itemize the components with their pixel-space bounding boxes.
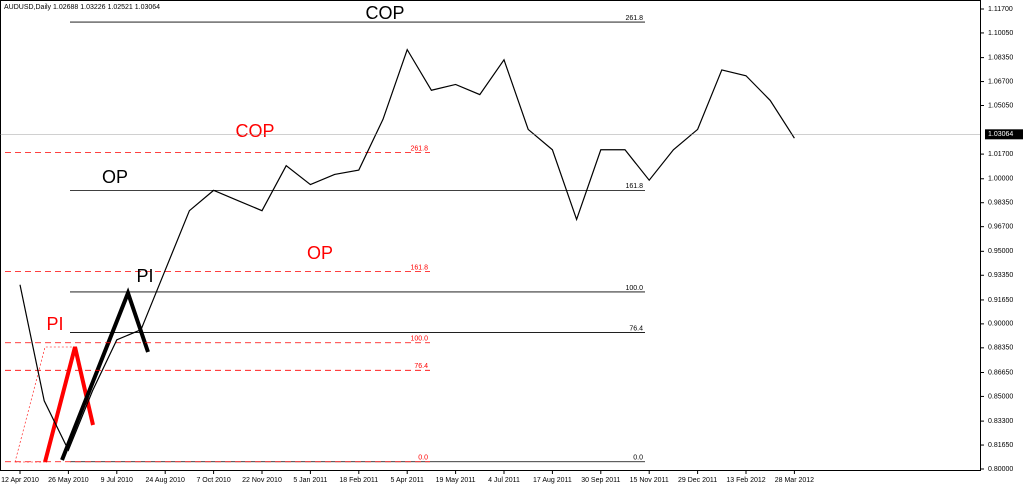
x-tick-label: 9 Jul 2010 — [101, 477, 133, 484]
x-tick-label: 22 Nov 2010 — [242, 477, 282, 484]
y-tick-label: 0.83300 — [988, 418, 1013, 425]
annotation: OP — [102, 167, 128, 187]
chart-title: AUDUSD,Daily 1.02688 1.03226 1.02521 1.0… — [4, 4, 160, 11]
y-tick-label: 1.06700 — [988, 78, 1013, 85]
price-line — [19, 48, 795, 452]
x-tick-label: 26 May 2010 — [48, 477, 89, 484]
y-tick-label: 0.96700 — [988, 224, 1013, 231]
x-tick-label: 5 Jan 2011 — [293, 477, 327, 484]
y-tick-label: 0.88350 — [988, 345, 1013, 352]
y-tick-label: 1.08350 — [988, 54, 1013, 61]
last-price-box — [985, 129, 1023, 140]
x-tick-label: 12 Apr 2010 — [1, 477, 39, 484]
y-tick-label: 0.80000 — [988, 466, 1013, 473]
y-tick-label: 0.93350 — [988, 272, 1013, 279]
y-tick-label: 0.98350 — [988, 200, 1013, 207]
x-tick-label: 24 Aug 2010 — [146, 477, 185, 484]
plot-frame — [0, 0, 981, 471]
x-tick-label: 19 May 2011 — [436, 477, 476, 484]
x-tick-label: 5 Apr 2011 — [391, 477, 424, 484]
y-tick-label: 0.91650 — [988, 297, 1013, 304]
x-tick-label: 17 Aug 2011 — [533, 477, 572, 484]
annotation: COP — [365, 3, 404, 23]
fib-label: 0.0 — [418, 455, 428, 462]
x-tick-label: 4 Jul 2011 — [488, 477, 520, 484]
y-tick-label: 0.86650 — [988, 369, 1013, 376]
fib-label: 261.8 — [410, 145, 428, 152]
x-tick-label: 29 Dec 2011 — [678, 477, 717, 484]
annotation: PI — [136, 266, 153, 286]
fib-label: 76.4 — [414, 363, 428, 370]
fib-label: 100.0 — [410, 336, 428, 343]
x-tick-label: 30 Sep 2011 — [581, 477, 620, 484]
fib-label: 261.8 — [625, 15, 643, 22]
fib-label: 76.4 — [629, 325, 643, 332]
y-tick-label: 1.01700 — [988, 151, 1013, 158]
annotation: COP — [235, 121, 274, 141]
y-tick-label: 1.00000 — [988, 176, 1013, 183]
y-tick-label: 1.11700 — [988, 6, 1013, 13]
fib-label: 100.0 — [625, 285, 643, 292]
y-tick-label: 0.90000 — [988, 321, 1013, 328]
y-tick-label: 0.95000 — [988, 248, 1013, 255]
y-tick-label: 1.10050 — [988, 30, 1013, 37]
x-tick-label: 13 Feb 2012 — [726, 477, 765, 484]
annotation: PI — [46, 314, 63, 334]
x-tick-label: 15 Nov 2011 — [630, 477, 669, 484]
last-price-label: 1.03064 — [988, 131, 1013, 138]
y-tick-label: 0.85000 — [988, 393, 1013, 400]
fib-label: 0.0 — [633, 455, 643, 462]
x-tick-label: 18 Feb 2011 — [339, 477, 378, 484]
y-tick-label: 1.05050 — [988, 102, 1013, 109]
annotation: OP — [307, 243, 333, 263]
x-tick-label: 7 Oct 2010 — [196, 477, 230, 484]
fib-label: 161.8 — [625, 183, 643, 190]
y-tick-label: 0.81650 — [988, 442, 1013, 449]
x-tick-label: 28 Mar 2012 — [775, 477, 814, 484]
fib-label: 161.8 — [410, 264, 428, 271]
